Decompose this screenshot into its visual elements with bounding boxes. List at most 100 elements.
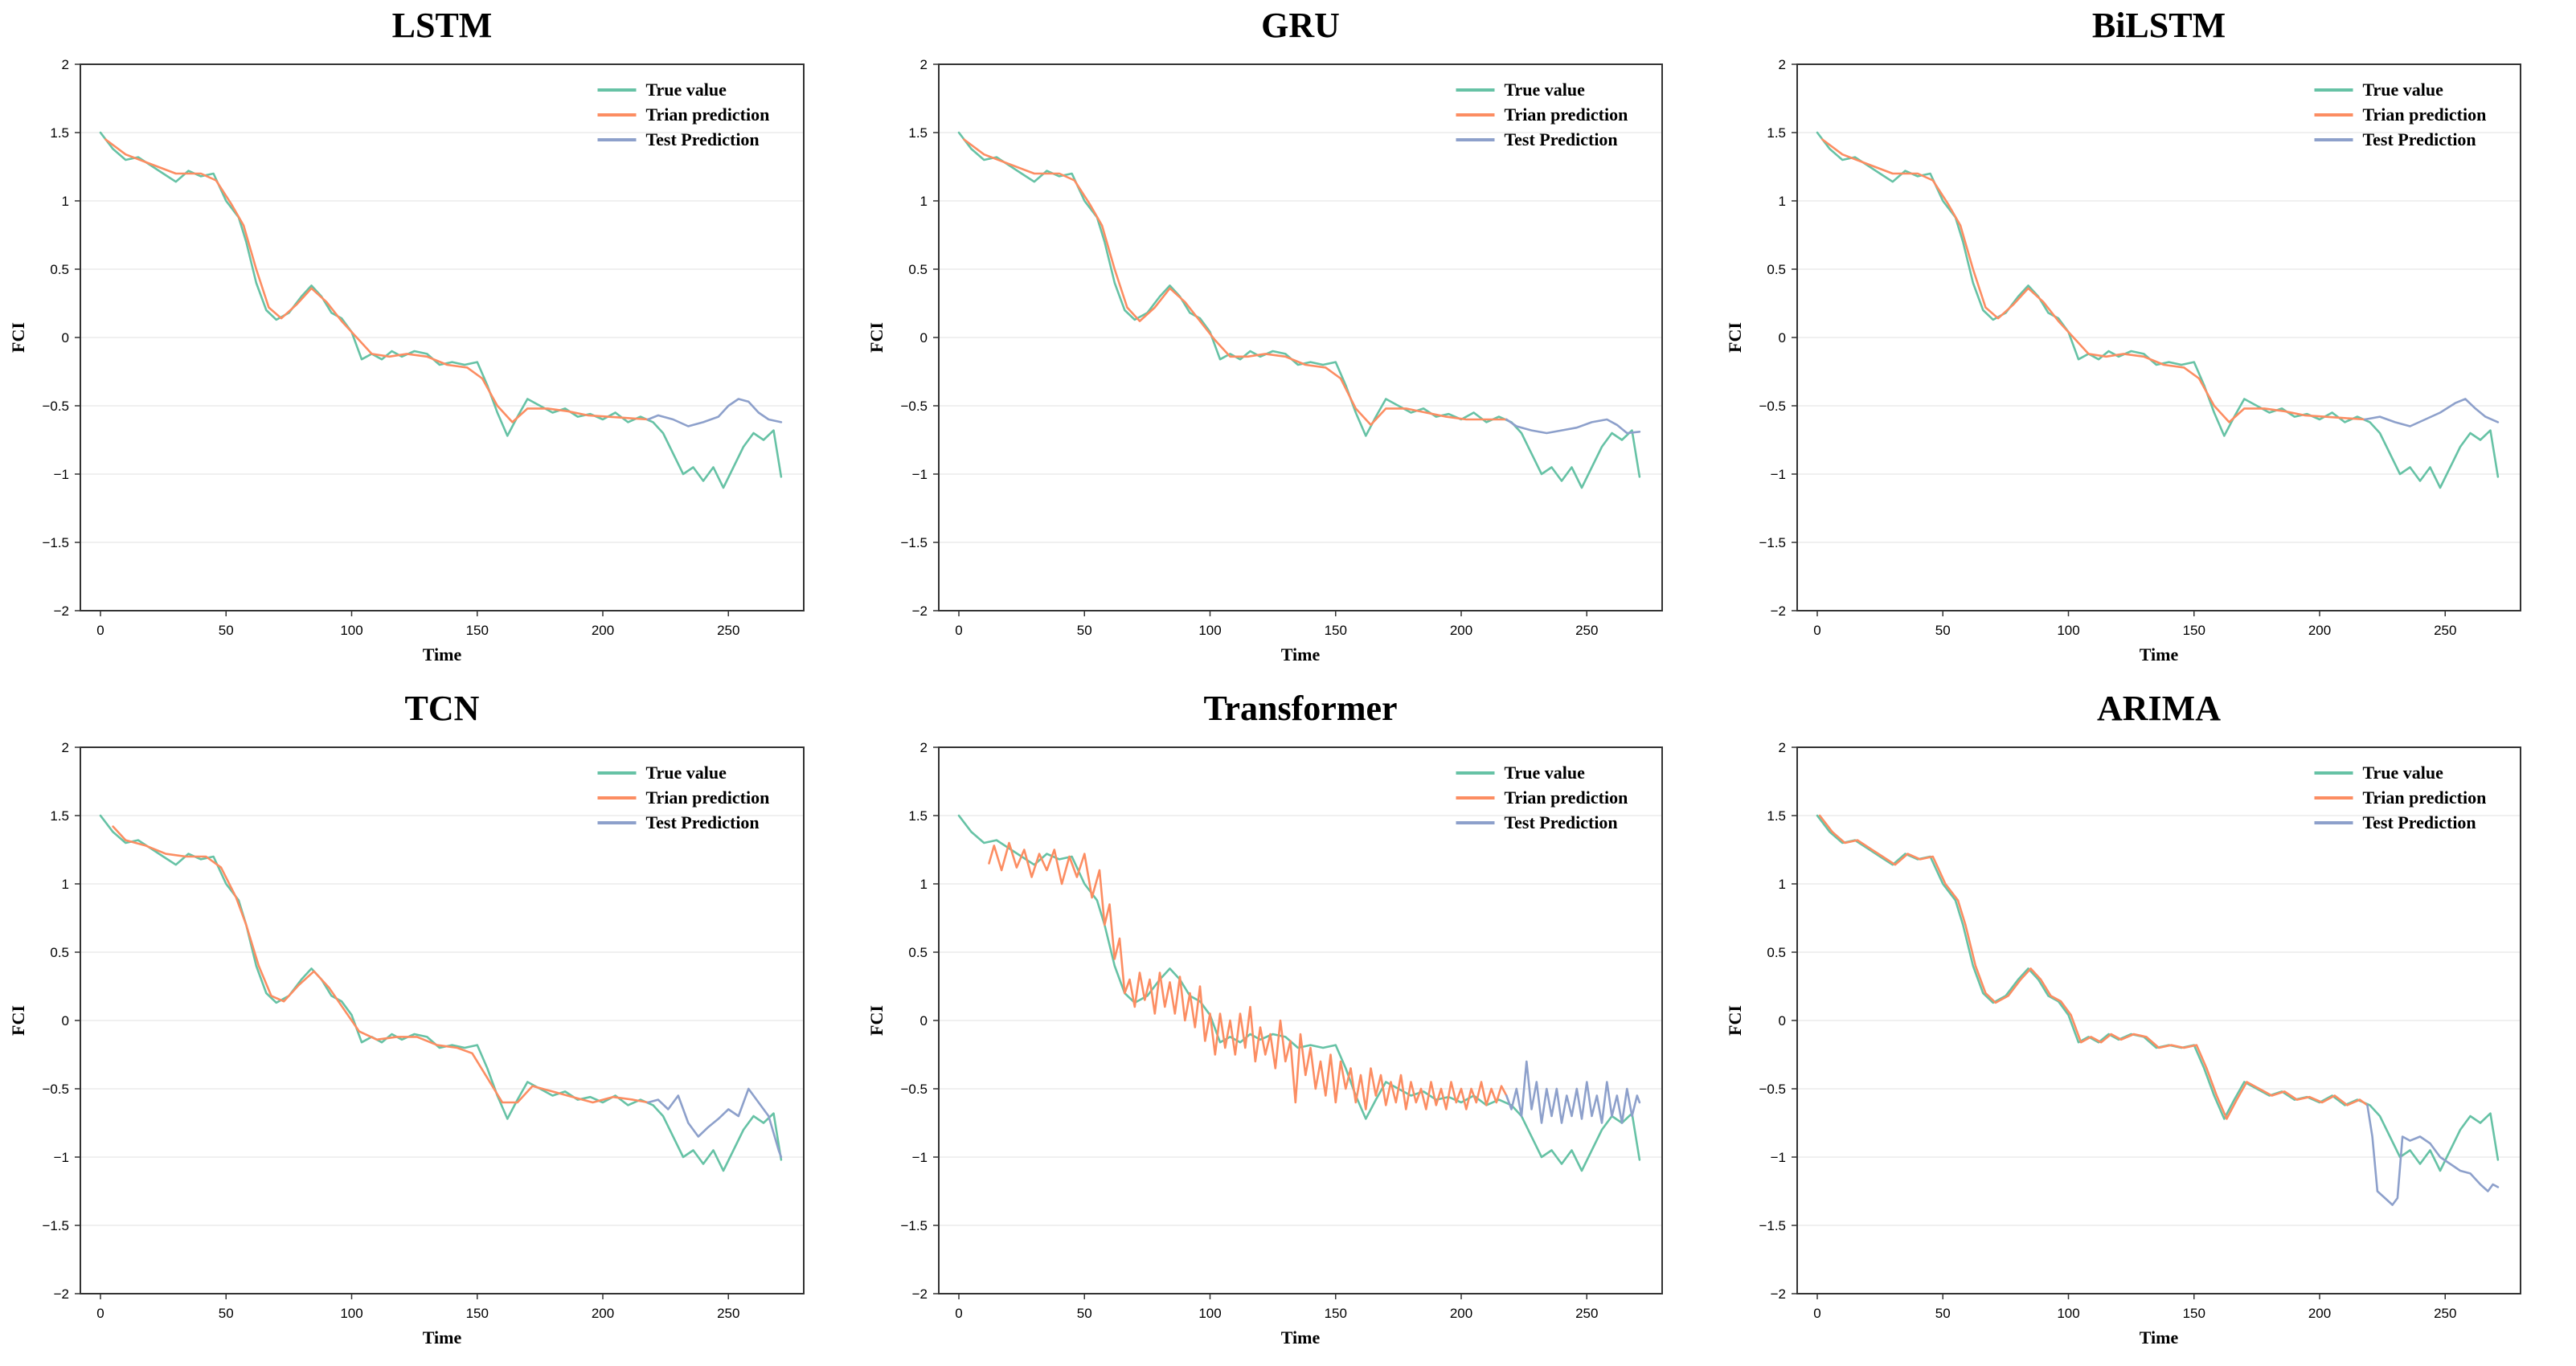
legend-label-test-prediction: Test Prediction [646,812,760,832]
y-tick-label: 0 [920,330,928,346]
chart-title: GRU [1261,6,1340,45]
legend-label-test-prediction: Test Prediction [1505,129,1618,149]
y-tick-label: −1 [54,1150,69,1165]
y-tick-label: 2 [920,57,928,72]
panel-transformer: Transformer −2 −1.5 −1 −0.5 0 0.5 1 1.5 2 0 50 100 15… [858,683,1717,1366]
y-tick-label: 0.5 [1767,262,1786,277]
y-tick-label: −2 [1771,603,1786,619]
legend-label-train-prediction: Trian prediction [2363,787,2487,808]
y-tick-label: 1 [1779,194,1786,209]
x-tick-label: 100 [2057,623,2079,638]
x-tick-label: 200 [1450,623,1472,638]
x-tick-label: 50 [1935,623,1951,638]
x-axis-label: Time [2140,1327,2179,1348]
y-tick-label: 1.5 [1767,125,1786,141]
y-tick-label: 0 [62,1013,69,1029]
x-tick-label: 150 [2183,623,2205,638]
series-line-test-prediction [647,1087,783,1159]
y-tick-label: −1 [54,467,69,482]
x-tick-label: 0 [1813,1306,1820,1321]
y-axis-label: FCI [866,322,887,353]
y-tick-label: 1.5 [908,808,928,824]
x-tick-label: 150 [1325,623,1347,638]
arima-chart: ARIMA −2 −1.5 −1 −0.5 0 0.5 1 1.5 2 0 50 100 150 200 25… [1725,689,2521,1348]
y-tick-label: 1.5 [50,125,69,141]
y-tick-label: −2 [54,1286,69,1302]
y-tick-label: 0 [1779,1013,1786,1029]
series-line-true-value [957,814,1641,1172]
series-line-test-prediction [2366,1104,2500,1206]
y-tick-label: −2 [912,1286,928,1302]
x-tick-label: 250 [2434,1306,2456,1321]
x-tick-label: 50 [1077,1306,1092,1321]
chart-title: TCN [405,689,480,728]
series-line-true-value [99,131,783,489]
series-line-true-value [957,131,1641,489]
x-tick-label: 0 [96,623,104,638]
y-tick-label: −2 [1771,1286,1786,1302]
y-tick-label: 1 [920,194,928,209]
y-tick-label: 2 [1779,57,1786,72]
y-tick-label: 1.5 [1767,808,1786,824]
x-tick-label: 200 [592,623,614,638]
y-tick-label: −0.5 [42,1082,69,1097]
x-tick-label: 250 [2434,623,2456,638]
series-line-train-prediction [1818,814,2369,1120]
x-tick-label: 100 [2057,1306,2079,1321]
y-tick-label: −1 [1771,467,1786,482]
legend-label-true-value: True value [646,763,727,783]
chart-title: BiLSTM [2092,6,2226,45]
y-tick-label: 0.5 [908,262,928,277]
series-line-train-prediction [1821,138,2366,423]
series-line-true-value [99,814,783,1172]
y-tick-label: 0.5 [50,945,69,960]
y-tick-label: −0.5 [900,399,928,414]
panel-bilstm: BiLSTM −2 −1.5 −1 −0.5 0 0.5 1 1.5 2 0 50 100 150 200 2… [1717,0,2575,683]
panel-gru: GRU −2 −1.5 −1 −0.5 0 0.5 1 1.5 2 0 50 100 150 200 250 T… [858,0,1717,683]
y-tick-label: 1 [62,194,69,209]
y-tick-label: −0.5 [1759,399,1786,414]
x-tick-label: 150 [466,1306,489,1321]
y-tick-label: −0.5 [1759,1082,1786,1097]
legend-label-true-value: True value [1505,80,1586,100]
x-tick-label: 250 [1575,1306,1598,1321]
gru-chart: GRU −2 −1.5 −1 −0.5 0 0.5 1 1.5 2 0 50 100 150 200 250 T… [866,6,1663,665]
series-line-train-prediction [112,825,649,1104]
x-tick-label: 50 [219,1306,234,1321]
x-tick-label: 200 [592,1306,614,1321]
y-axis-label: FCI [1725,322,1745,353]
legend-label-true-value: True value [646,80,727,100]
panel-tcn: TCN −2 −1.5 −1 −0.5 0 0.5 1 1.5 2 0 50 100 150 200 250 T… [0,683,858,1366]
x-tick-label: 150 [2183,1306,2205,1321]
panel-lstm: LSTM −2 −1.5 −1 −0.5 0 0.5 1 1.5 2 0 50 100 150 200 250… [0,0,858,683]
y-axis-label: FCI [1725,1005,1745,1036]
y-tick-label: 1.5 [50,808,69,824]
y-tick-label: 1 [62,877,69,892]
y-tick-label: −1.5 [42,1218,69,1233]
x-tick-label: 250 [717,1306,739,1321]
x-axis-label: Time [423,1327,462,1348]
x-tick-label: 0 [955,1306,962,1321]
legend-label-test-prediction: Test Prediction [2363,129,2476,149]
y-tick-label: −0.5 [42,399,69,414]
chart-title: LSTM [392,6,493,45]
y-tick-label: 0 [62,330,69,346]
x-tick-label: 50 [219,623,234,638]
x-tick-label: 0 [1813,623,1820,638]
chart-title: Transformer [1203,689,1397,728]
legend-label-train-prediction: Trian prediction [646,787,770,808]
y-tick-label: −1 [912,1150,928,1165]
legend-label-train-prediction: Trian prediction [2363,104,2487,125]
x-tick-label: 0 [955,623,962,638]
series-line-train-prediction [104,138,649,423]
y-axis-label: FCI [8,322,28,353]
legend-label-test-prediction: Test Prediction [1505,812,1618,832]
y-tick-label: −0.5 [900,1082,928,1097]
legend-label-train-prediction: Trian prediction [1505,787,1628,808]
series-line-true-value [1816,131,2500,489]
y-tick-label: 2 [920,740,928,755]
series-line-train-prediction [963,138,1508,427]
legend-label-train-prediction: Trian prediction [646,104,770,125]
x-tick-label: 150 [466,623,489,638]
chart-title: ARIMA [2097,689,2221,728]
